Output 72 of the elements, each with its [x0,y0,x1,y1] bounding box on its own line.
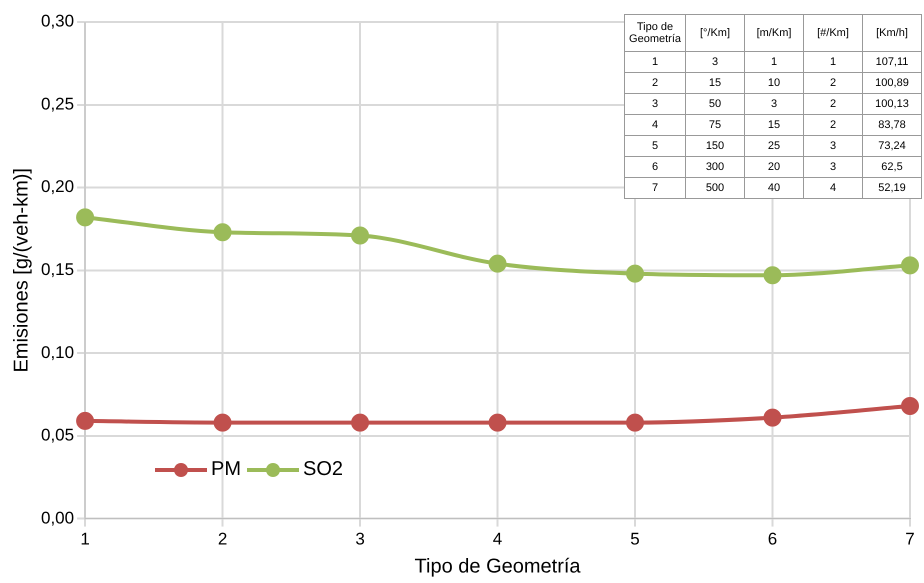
x-tick-label: 6 [768,529,778,548]
annotation: 1 [744,52,804,72]
annotation: 2 [804,72,862,94]
y-tick-label: 0,05 [40,426,74,445]
annotation: 1 [624,52,686,72]
legend-label: SO2 [303,458,344,481]
y-axis-title: Emisiones [g/(veh-km)] [10,168,33,373]
annotation: 100,89 [862,72,922,94]
annotation: 40 [744,178,804,198]
x-tick-label: 2 [218,529,228,548]
point [764,408,782,427]
annotation: [°/Km] [686,14,744,52]
annotation: 150 [686,136,744,156]
annotation: 3 [804,136,862,156]
annotation: 3 [804,156,862,178]
annotation: 10 [744,72,804,94]
point [901,397,919,416]
annotation: 500 [686,178,744,198]
annotation: Tipo de Geometría [624,14,686,52]
annotation: 2 [624,72,686,94]
point [351,414,370,432]
x-tick-label: 5 [630,529,640,548]
point [626,414,644,432]
annotation: 15 [686,72,744,94]
annotation: 20 [744,156,804,178]
point [626,264,644,283]
y-tick-label: 0,00 [40,508,74,528]
point [76,412,94,430]
legend-label: PM [211,458,241,481]
annotation: 107,11 [862,52,922,72]
x-tick-label: 1 [80,529,90,548]
annotation: 4 [804,178,862,198]
annotation: 2 [804,94,862,114]
annotation: 15 [744,114,804,136]
annotation: 5 [624,136,686,156]
point [351,226,370,245]
point [488,414,507,432]
annotation: 75 [686,114,744,136]
annotation: 300 [686,156,744,178]
x-axis-title: Tipo de Geometría [414,556,582,578]
annotation: 1 [804,52,862,72]
y-tick-label: 0,25 [40,94,74,114]
annotation: 25 [744,136,804,156]
point [76,208,94,226]
point [764,266,782,284]
point [901,256,919,274]
x-tick-label: 7 [905,529,915,548]
annotation: 83,78 [862,114,922,136]
annotation: 2 [804,114,862,136]
annotation: 3 [624,94,686,114]
x-tick-label: 4 [492,529,502,548]
annotation: 50 [686,94,744,114]
point [488,254,507,273]
annotation: 6 [624,156,686,178]
annotation: 3 [744,94,804,114]
y-tick-label: 0,15 [40,260,74,279]
y-tick-label: 0,10 [40,342,74,362]
x-tick-label: 3 [355,529,365,548]
annotation: [#/Km] [804,14,862,52]
annotation: 62,5 [862,156,922,178]
annotation: [m/Km] [744,14,804,52]
annotation: 73,24 [862,136,922,156]
annotation: 3 [686,52,744,72]
y-tick-label: 0,30 [40,12,74,31]
annotation: 4 [624,114,686,136]
annotation: 100,13 [862,94,922,114]
annotation: 7 [624,178,686,198]
y-tick-label: 0,20 [40,177,74,196]
point [214,414,232,432]
annotation: [Km/h] [862,14,922,52]
point [214,223,232,242]
annotation: 52,19 [862,178,922,198]
